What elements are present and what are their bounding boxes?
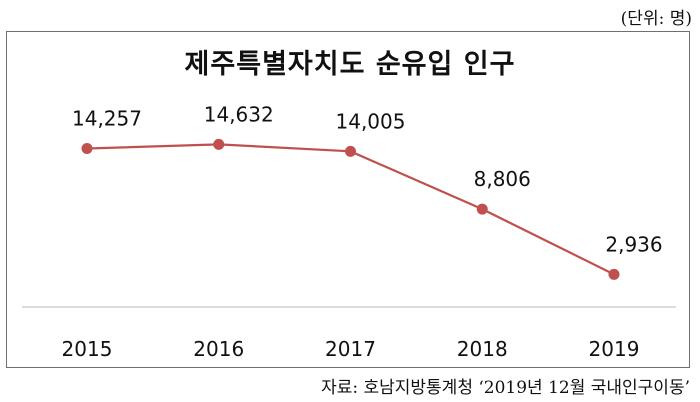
data-points xyxy=(81,138,620,280)
chart-frame xyxy=(6,31,690,368)
x-tick-label-2017: 2017 xyxy=(325,337,376,361)
data-point-2017 xyxy=(345,145,356,157)
data-label-2016: 14,632 xyxy=(204,102,274,126)
x-tick-label-2019: 2019 xyxy=(589,337,640,361)
unit-note: (단위: 명) xyxy=(620,9,692,29)
data-label-2019: 2,936 xyxy=(605,232,662,256)
chart-title: 제주특별자치도 순유입 인구 xyxy=(184,49,516,80)
x-tick-label-2015: 2015 xyxy=(62,337,113,361)
data-label-2015: 14,257 xyxy=(72,107,142,131)
x-tick-label-2016: 2016 xyxy=(193,337,244,361)
data-point-2016 xyxy=(213,138,225,150)
data-label-2018: 8,806 xyxy=(474,167,531,191)
data-point-2015 xyxy=(81,143,93,155)
data-point-2019 xyxy=(608,268,620,280)
data-point-2018 xyxy=(476,203,488,215)
x-tick-labels: 2015 2016 2017 2018 2019 xyxy=(62,337,640,361)
data-label-2017: 14,005 xyxy=(336,109,406,133)
source-note: 자료: 호남지방통계청 ‘2019년 12월 국내인구이동’ xyxy=(321,378,690,398)
data-labels: 14,257 14,632 14,005 8,806 2,936 xyxy=(72,102,663,256)
x-tick-label-2018: 2018 xyxy=(457,337,508,361)
series-line xyxy=(86,143,615,276)
